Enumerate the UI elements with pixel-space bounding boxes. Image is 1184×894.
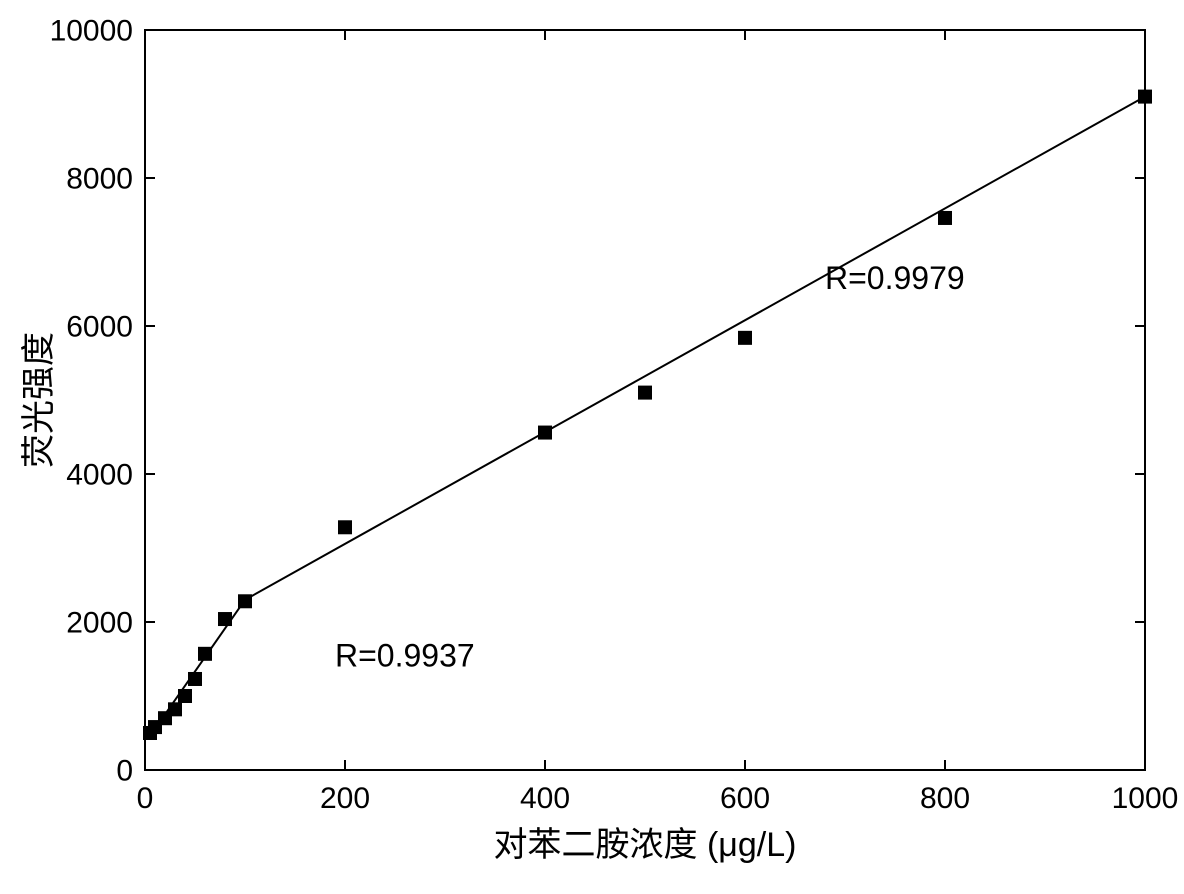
y-tick-label: 6000 [66,311,133,344]
y-tick-label: 10000 [50,15,133,48]
annotation-text: R=0.9979 [825,260,965,296]
y-tick-label: 0 [116,755,133,788]
data-point [938,211,952,225]
x-tick-label: 600 [720,782,770,815]
data-point [218,612,232,626]
data-point [238,594,252,608]
scatter-chart: 020040060080010000200040006000800010000对… [0,0,1184,889]
x-tick-label: 200 [320,782,370,815]
data-point [738,331,752,345]
y-tick-label: 4000 [66,459,133,492]
annotation-text: R=0.9937 [335,637,475,673]
x-tick-label: 400 [520,782,570,815]
y-tick-label: 8000 [66,163,133,196]
x-tick-label: 800 [920,782,970,815]
data-point [338,520,352,534]
x-tick-label: 0 [137,782,154,815]
chart-container: 020040060080010000200040006000800010000对… [0,0,1184,889]
data-point [538,426,552,440]
data-point [1138,90,1152,104]
y-axis-label: 荧光强度 [20,332,58,468]
data-point [168,702,182,716]
x-tick-label: 1000 [1112,782,1179,815]
y-tick-label: 2000 [66,607,133,640]
data-point [178,689,192,703]
data-point [638,386,652,400]
data-point [188,672,202,686]
data-point [198,647,212,661]
x-axis-label: 对苯二胺浓度 (μg/L) [494,826,797,864]
